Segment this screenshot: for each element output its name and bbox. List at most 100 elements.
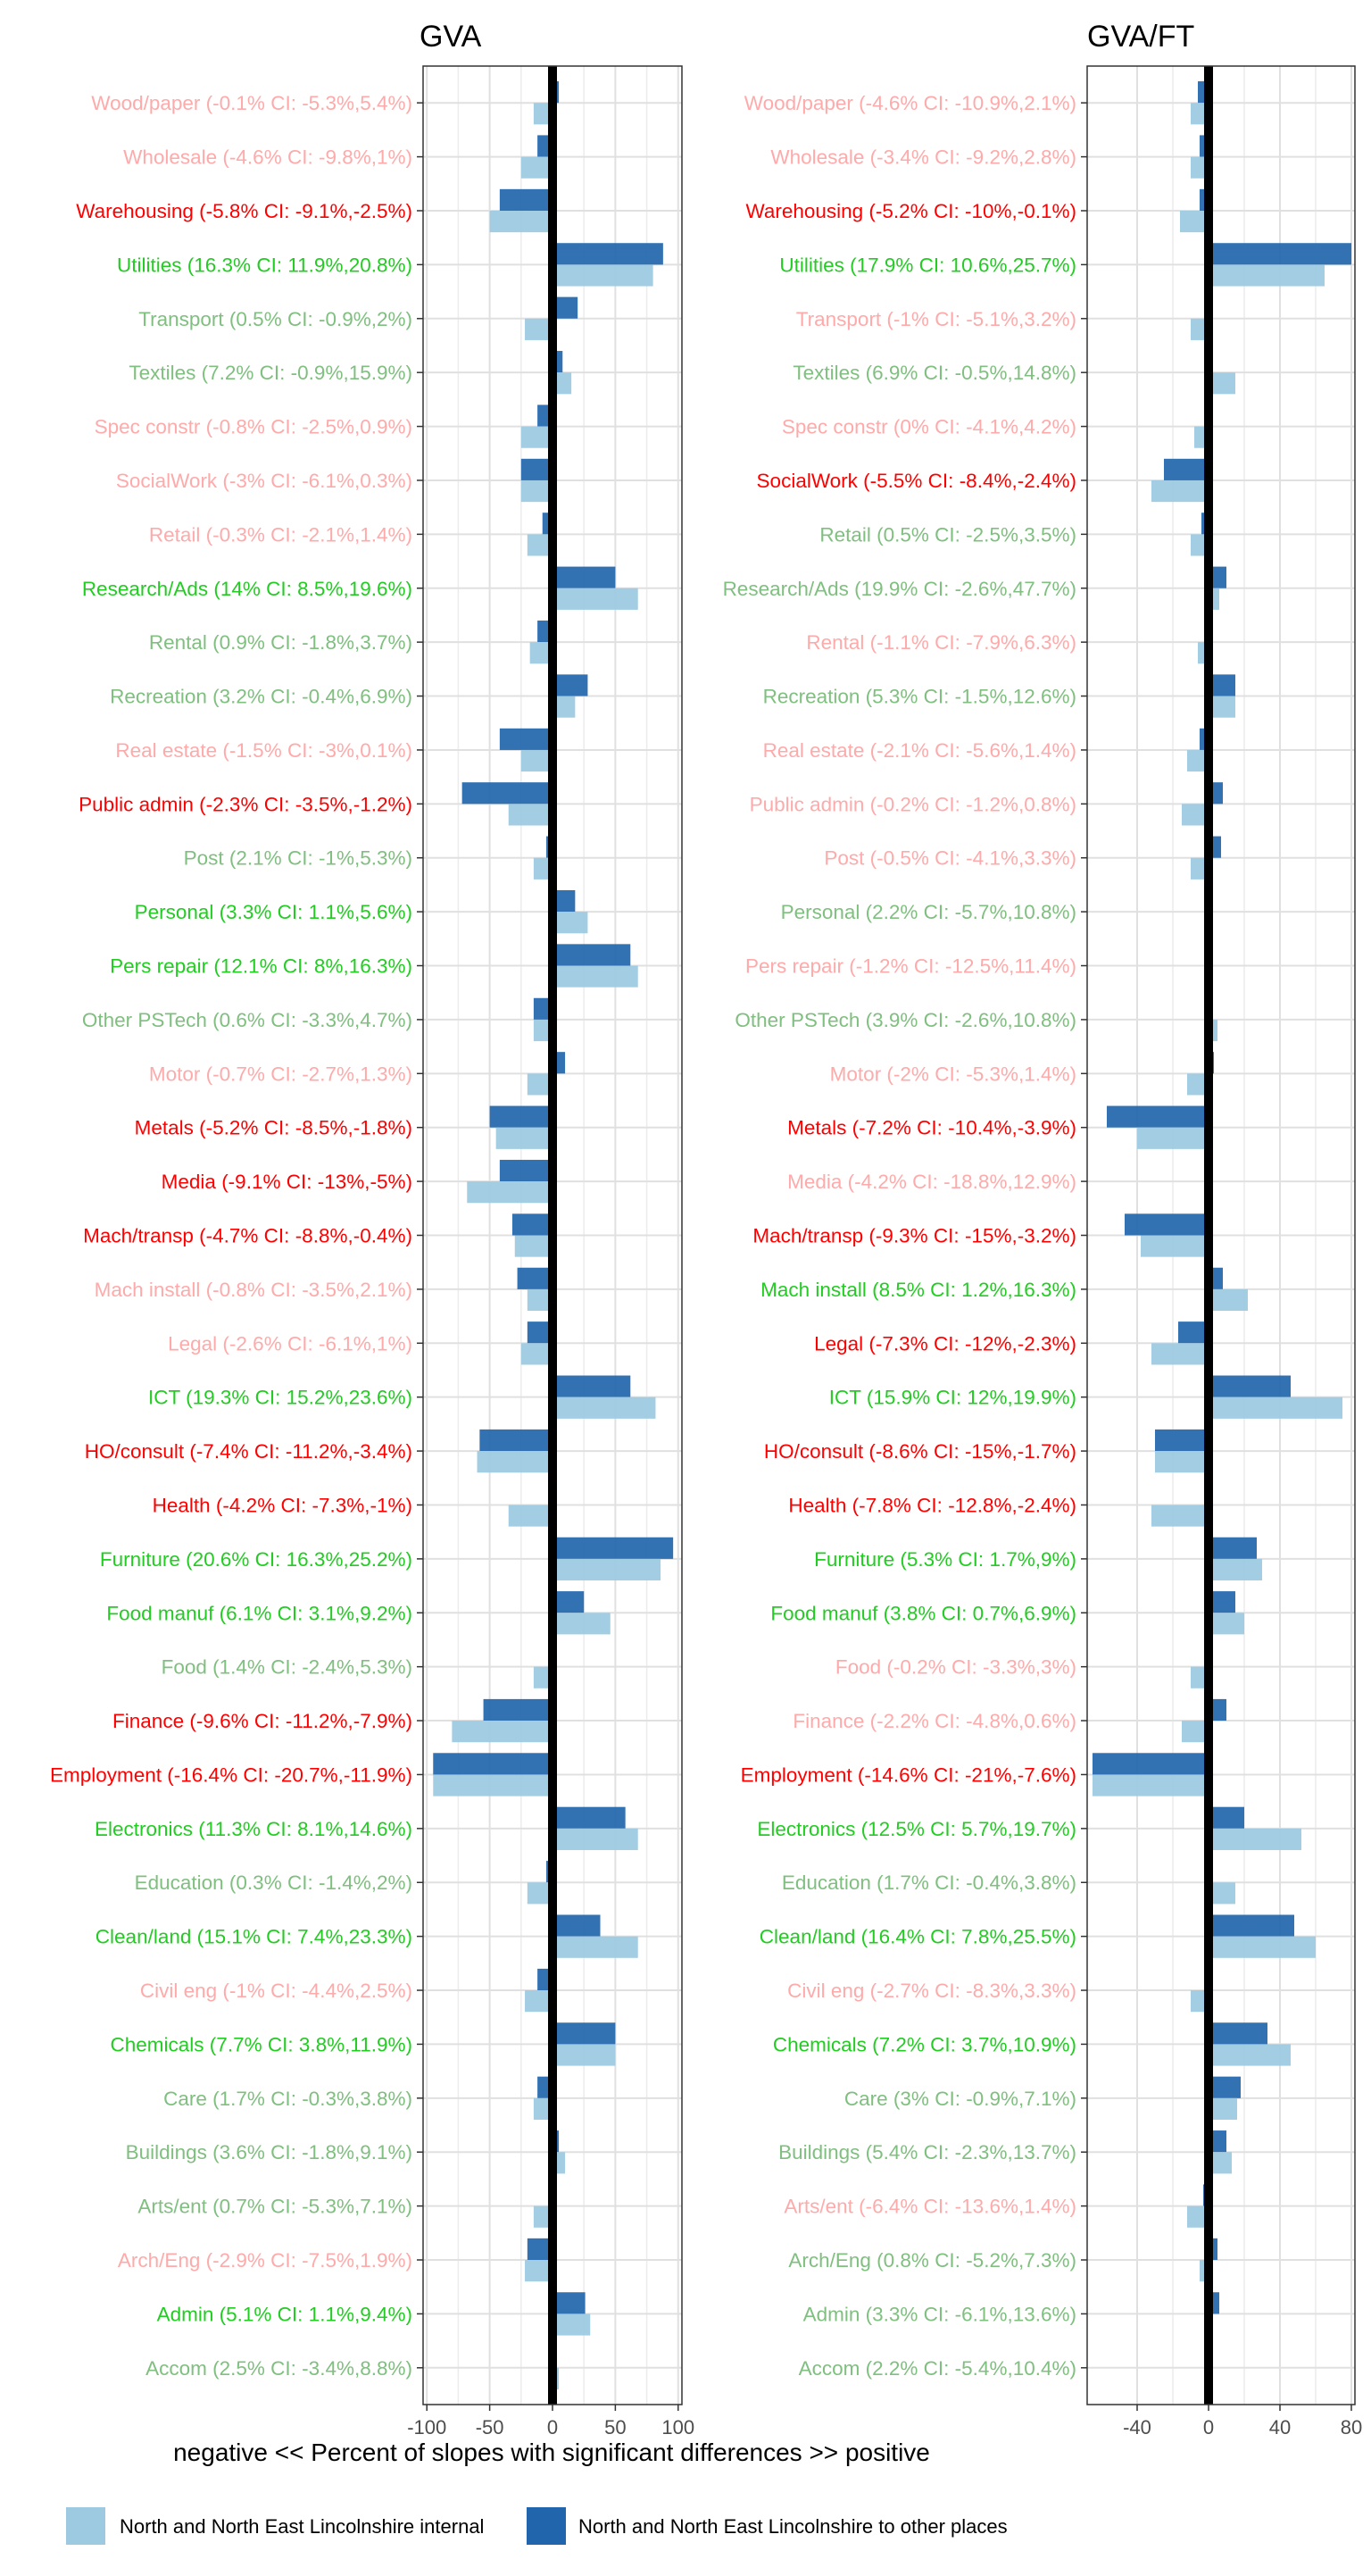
row-label: Civil eng (-2.7% CI: -8.3%,3.3%) <box>787 1980 1076 2002</box>
bar <box>517 1267 553 1289</box>
row-label: Post (2.1% CI: -1%,5.3%) <box>184 847 412 870</box>
row-label: Mach/transp (-9.3% CI: -15%,-3.2%) <box>752 1225 1076 1247</box>
row-label: Personal (2.2% CI: -5.7%,10.8%) <box>781 901 1076 923</box>
row-label: Spec constr (-0.8% CI: -2.5%,0.9%) <box>95 416 412 438</box>
bar <box>499 1159 553 1182</box>
bar <box>1209 1828 1301 1851</box>
row-label: Wholesale (-3.4% CI: -9.2%,2.8%) <box>770 146 1076 169</box>
legend-swatch <box>527 2507 566 2545</box>
panel-title: GVA <box>420 20 482 54</box>
bar <box>553 1914 601 1937</box>
bar <box>1180 210 1209 233</box>
bar <box>479 1429 553 1452</box>
row-label: Media (-4.2% CI: -18.8%,12.9%) <box>787 1171 1076 1193</box>
row-label: Mach install (8.5% CI: 1.2%,16.3%) <box>760 1279 1076 1301</box>
row-label: Arts/ent (-6.4% CI: -13.6%,1.4%) <box>784 2196 1076 2218</box>
bar <box>483 1698 553 1722</box>
x-tick-label: -40 <box>1123 2416 1151 2438</box>
row-label: Rental (0.9% CI: -1.8%,3.7%) <box>149 631 412 654</box>
bar <box>520 1343 553 1365</box>
row-label: Metals (-5.2% CI: -8.5%,-1.8%) <box>135 1117 412 1139</box>
row-label: Chemicals (7.2% CI: 3.7%,10.9%) <box>773 2033 1076 2055</box>
row-label: Furniture (5.3% CI: 1.7%,9%) <box>814 1548 1076 1571</box>
bar <box>525 1990 553 2013</box>
row-label: Research/Ads (19.9% CI: -2.6%,47.7%) <box>723 578 1076 600</box>
row-label: HO/consult (-7.4% CI: -11.2%,-3.4%) <box>85 1440 412 1463</box>
legend-label: North and North East Lincolnshire intern… <box>120 2515 484 2538</box>
row-label: Electronics (12.5% CI: 5.7%,19.7%) <box>757 1818 1076 1840</box>
bar <box>553 2022 616 2045</box>
bar <box>553 1613 611 1635</box>
row-label: ICT (15.9% CI: 12%,19.9%) <box>829 1387 1076 1409</box>
bar <box>1137 1127 1209 1149</box>
bar <box>553 1558 661 1581</box>
row-label: Metals (-7.2% CI: -10.4%,-3.9%) <box>787 1117 1076 1139</box>
row-label: Civil eng (-1% CI: -4.4%,2.5%) <box>140 1980 412 2002</box>
series-internal <box>433 103 661 2389</box>
bar <box>533 1666 553 1688</box>
bar <box>1093 1774 1209 1797</box>
bar <box>553 944 631 966</box>
row-label: Research/Ads (14% CI: 8.5%,19.6%) <box>82 578 412 600</box>
bar <box>508 804 553 826</box>
x-tick-label: 80 <box>1341 2416 1362 2438</box>
row-label: Utilities (17.9% CI: 10.6%,25.7%) <box>779 254 1076 276</box>
row-label: Admin (5.1% CI: 1.1%,9.4%) <box>157 2303 412 2325</box>
row-label: Clean/land (16.4% CI: 7.8%,25.5%) <box>760 1926 1076 1948</box>
row-label: Other PSTech (0.6% CI: -3.3%,4.7%) <box>82 1009 412 1031</box>
row-label: Spec constr (0% CI: -4.1%,4.2%) <box>782 416 1076 438</box>
row-label: Retail (0.5% CI: -2.5%,3.5%) <box>819 523 1076 546</box>
row-label: Buildings (3.6% CI: -1.8%,9.1%) <box>126 2141 412 2163</box>
bar <box>553 912 588 934</box>
row-label: Food manuf (6.1% CI: 3.1%,9.2%) <box>106 1602 412 1624</box>
bar <box>1209 2022 1267 2045</box>
bar <box>553 1375 631 1397</box>
row-label: Pers repair (12.1% CI: 8%,16.3%) <box>110 955 412 978</box>
bar <box>553 243 663 265</box>
row-label: Real estate (-1.5% CI: -3%,0.1%) <box>115 739 412 762</box>
row-label: Finance (-2.2% CI: -4.8%,0.6%) <box>793 1710 1076 1732</box>
bar <box>553 965 638 988</box>
bar <box>520 426 553 448</box>
x-axis: -40 0 40 80 <box>1123 2405 1362 2438</box>
bar <box>433 1753 553 1775</box>
row-label: Electronics (11.3% CI: 8.1%,14.6%) <box>95 1818 412 1840</box>
bar <box>499 728 553 750</box>
bar <box>553 1936 638 1958</box>
bar <box>1151 1343 1209 1365</box>
bar <box>1209 264 1325 287</box>
row-label: Accom (2.5% CI: -3.4%,8.8%) <box>145 2357 412 2380</box>
row-label: Warehousing (-5.8% CI: -9.1%,-2.5%) <box>76 200 412 222</box>
bar <box>553 2313 591 2336</box>
bar <box>495 1127 553 1149</box>
series-to-other-places <box>1093 81 1351 2368</box>
row-label: Employment (-16.4% CI: -20.7%,-11.9%) <box>50 1763 412 1786</box>
row-label: SocialWork (-5.5% CI: -8.4%,-2.4%) <box>757 470 1076 492</box>
bar <box>1209 243 1351 265</box>
row-label: Furniture (20.6% CI: 16.3%,25.2%) <box>100 1548 412 1571</box>
row-label: Food (-0.2% CI: -3.3%,3%) <box>835 1656 1076 1679</box>
row-label: Chemicals (7.7% CI: 3.8%,11.9%) <box>111 2033 412 2055</box>
series-internal <box>1093 103 1342 2389</box>
x-axis: -100 -50 0 50 100 <box>407 2405 694 2438</box>
row-labels: Wood/paper (-4.6% CI: -10.9%,2.1%) Wholes… <box>723 92 1087 2380</box>
row-label: ICT (19.3% CI: 15.2%,23.6%) <box>148 1387 412 1409</box>
bar <box>553 588 638 610</box>
row-label: Public admin (-2.3% CI: -3.5%,-1.2%) <box>79 793 412 815</box>
panel-gva: GVA Wood/paper (-0.1% CI: -5.3%,5.4%) Whol… <box>50 20 694 2438</box>
bar <box>533 1019 553 1042</box>
bar <box>1155 1451 1209 1473</box>
row-label: Wood/paper (-0.1% CI: -5.3%,5.4%) <box>91 92 412 114</box>
bar <box>525 2260 553 2282</box>
bar <box>525 318 553 340</box>
bar <box>553 1828 638 1851</box>
bar <box>553 1806 626 1829</box>
legend-label: North and North East Lincolnshire to oth… <box>578 2515 1008 2538</box>
bar <box>533 857 553 880</box>
bar <box>452 1721 553 1743</box>
row-labels: Wood/paper (-0.1% CI: -5.3%,5.4%) Wholesa… <box>50 92 423 2380</box>
row-label: Legal (-2.6% CI: -6.1%,1%) <box>168 1332 412 1355</box>
bar <box>467 1181 553 1204</box>
bar <box>553 372 572 395</box>
